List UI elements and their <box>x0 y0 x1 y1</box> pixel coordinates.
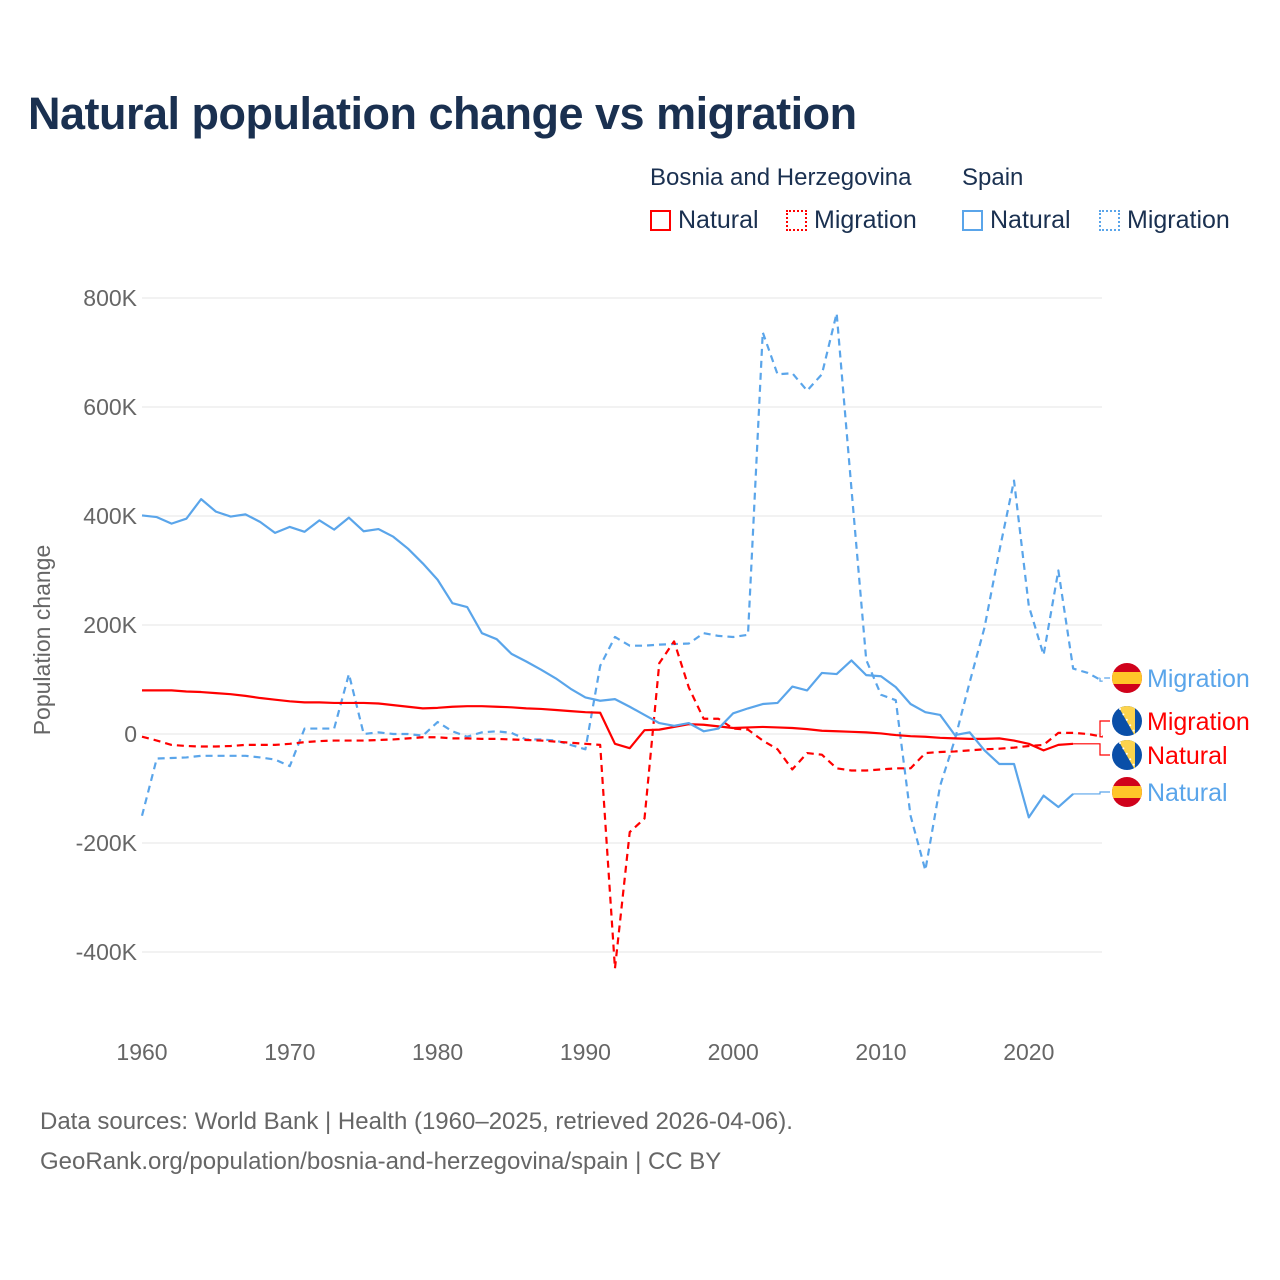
legend-spain-migration[interactable]: Migration <box>1099 206 1230 235</box>
flag-fill <box>1112 706 1142 736</box>
series-end-label: Natural <box>1147 742 1228 770</box>
flag-star <box>1132 763 1135 766</box>
dotted-swatch-icon <box>786 210 807 231</box>
flag-star <box>1125 718 1128 721</box>
flag-fill <box>1112 663 1142 693</box>
y-axis-label: Population change <box>29 545 55 736</box>
bosnia-flag-icon <box>1112 740 1142 770</box>
x-tick-label: 1980 <box>412 1039 463 1065</box>
legend-label: Natural <box>678 206 759 234</box>
flag-yellow <box>1112 672 1142 684</box>
legend-bosnia-migration[interactable]: Migration <box>786 206 917 235</box>
page-title: Natural population change vs migration <box>28 88 857 139</box>
x-tick-label: 2000 <box>708 1039 759 1065</box>
series-line-spain-natural <box>141 498 1074 819</box>
y-tick-label: 600K <box>83 394 137 420</box>
flag-star <box>1119 708 1121 710</box>
flag-star <box>1122 747 1125 750</box>
flag-star <box>1129 724 1132 727</box>
y-tick-label: -200K <box>76 830 138 856</box>
legend-label: Natural <box>990 206 1071 234</box>
flag-star <box>1119 742 1121 744</box>
dotted-swatch-icon <box>1099 210 1120 231</box>
legend-label: Migration <box>1127 206 1230 234</box>
y-tick-label: 400K <box>83 503 137 529</box>
flag-triangle <box>1118 740 1135 770</box>
y-tick-label: 200K <box>83 612 137 638</box>
x-tick-label: 2020 <box>1003 1039 1054 1065</box>
label-connector <box>1073 743 1110 756</box>
x-tick-label: 1970 <box>264 1039 315 1065</box>
flag-star <box>1122 713 1125 716</box>
solid-swatch-icon <box>650 210 671 231</box>
x-tick-label: 2010 <box>855 1039 906 1065</box>
flag-fill <box>1112 740 1142 770</box>
footer-link[interactable]: GeoRank.org/population/bosnia-and-herzeg… <box>40 1148 722 1175</box>
spain-flag-icon <box>1112 663 1142 693</box>
legend-bosnia-natural[interactable]: Natural <box>650 206 759 235</box>
legend-group-bosnia: Bosnia and Herzegovina <box>650 164 912 191</box>
flag-star <box>1125 752 1128 755</box>
label-connector <box>1073 791 1110 795</box>
series-line-spain-migration <box>140 312 1104 872</box>
series-line-bosnia-and-herzegovina-migration <box>141 640 1103 970</box>
flag-star <box>1132 729 1135 732</box>
series-line-bosnia-and-herzegovina-natural <box>142 689 1074 752</box>
solid-swatch-icon <box>962 210 983 231</box>
bosnia-flag-icon <box>1112 706 1142 736</box>
x-tick-label: 1990 <box>560 1039 611 1065</box>
flag-fill <box>1112 777 1142 807</box>
legend-spain-natural[interactable]: Natural <box>962 206 1071 235</box>
spain-flag-icon <box>1112 777 1142 807</box>
series-end-label: Migration <box>1147 665 1250 693</box>
flag-yellow <box>1112 786 1142 798</box>
legend-group-spain: Spain <box>962 164 1024 191</box>
label-connector <box>1099 720 1110 738</box>
legend-label: Migration <box>814 206 917 234</box>
series-end-label: Natural <box>1147 779 1228 807</box>
series-end-label: Migration <box>1147 708 1250 736</box>
flag-triangle <box>1118 706 1135 736</box>
y-tick-label: 800K <box>83 285 137 311</box>
y-tick-label: -400K <box>76 939 138 965</box>
footer-sources: Data sources: World Bank | Health (1960–… <box>40 1108 793 1135</box>
flag-star <box>1129 758 1132 761</box>
x-tick-label: 1960 <box>116 1039 167 1065</box>
y-tick-label: 0 <box>124 721 137 747</box>
label-connector <box>1099 677 1110 682</box>
